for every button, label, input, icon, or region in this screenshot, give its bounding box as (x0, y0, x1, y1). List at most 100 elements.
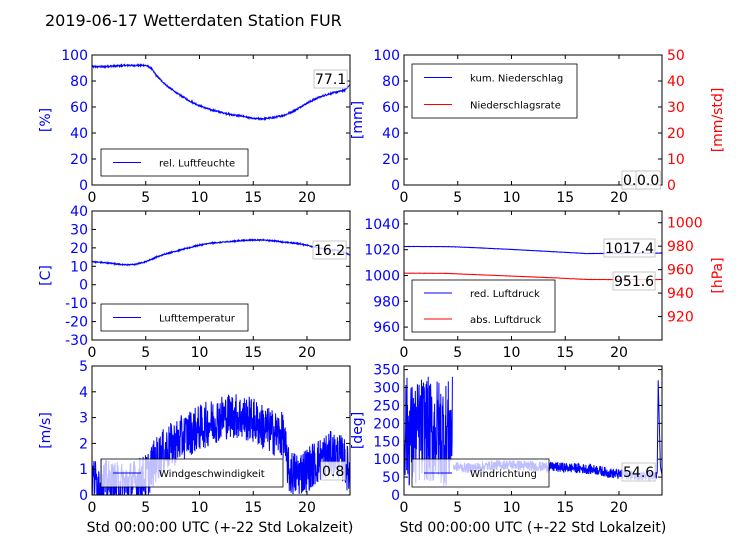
y-tick-label: 20 (70, 152, 88, 168)
x-tick-label: 15 (244, 500, 262, 516)
y-tick-label: 100 (373, 48, 400, 64)
precipitation-panel: 0 5 10 15 20 0 20 40 60 80 100 0 10 20 30 40 50 [mm] [mm/s… (350, 48, 726, 206)
y-tick-label: 200 (373, 416, 400, 432)
last-value-annotation-box (621, 462, 656, 482)
x-tick-label: 10 (503, 500, 521, 516)
y-tick-label: 150 (373, 434, 400, 450)
legend: Windgeschwindigkeit (100, 458, 284, 488)
y-tick-label: 80 (70, 74, 88, 90)
legend: kum. Niederschlag Niederschlagsrate (411, 63, 578, 119)
y2-tick-label: 960 (667, 263, 694, 279)
last-value-annotation: 77.1 (315, 72, 346, 88)
legend: rel. Luftfeuchte (100, 148, 249, 177)
x-axis-label-left: Std 00:00:00 UTC (+-22 Std Lokalzeit) (87, 520, 354, 536)
y2-tick-label: 10 (667, 152, 685, 168)
y-tick-label: 1000 (364, 269, 400, 285)
x-tick-label: 5 (141, 345, 150, 361)
last-value-annotation-box (603, 238, 656, 258)
y-tick-label: 40 (70, 126, 88, 142)
y-tick-label: 1040 (364, 217, 400, 233)
plot-frame (91, 54, 351, 186)
x-tick-label: 0 (88, 500, 97, 516)
legend-box (411, 279, 556, 333)
y-tick-label: 0 (79, 278, 88, 294)
x-tick-label: 20 (298, 500, 316, 516)
series-line-1 (92, 238, 350, 267)
y-axis-label: [mm] (350, 101, 366, 139)
x-tick-label: 5 (141, 190, 150, 206)
y-tick-label: 40 (70, 204, 88, 220)
y-tick-label: 0 (79, 488, 88, 504)
x-tick-label: 0 (400, 500, 409, 516)
x-tick-label: 0 (88, 190, 97, 206)
y2-axis-label: [hPa] (710, 257, 726, 293)
y-tick-label: 5 (79, 359, 88, 375)
y-tick-label: 0 (391, 178, 400, 194)
y-tick-label: 960 (373, 320, 400, 336)
y-tick-label: -20 (65, 315, 88, 331)
last-value-annotation-box (320, 461, 346, 481)
y-tick-label: 300 (373, 381, 400, 397)
last-value-annotation-2: 0.0 (637, 173, 659, 189)
y2-tick-label: 40 (667, 74, 685, 90)
y-tick-label: 0 (391, 488, 400, 504)
x-tick-label: 10 (503, 190, 521, 206)
y-tick-label: 60 (382, 100, 400, 116)
x-tick-label: 10 (503, 345, 521, 361)
x-tick-label: 5 (453, 190, 462, 206)
series-line-1 (92, 63, 350, 122)
y-tick-label: 4 (79, 385, 88, 401)
x-tick-label: 20 (610, 345, 628, 361)
plot-frame (91, 210, 351, 341)
legend-entry: red. Luftdruck (470, 289, 540, 300)
legend: Lufttemperatur (100, 303, 249, 332)
last-value-annotation: 0.8 (322, 464, 344, 480)
y-tick-label: 20 (382, 152, 400, 168)
y-tick-label: 80 (382, 74, 400, 90)
y-tick-label: 30 (70, 222, 88, 238)
x-tick-label: 15 (244, 345, 262, 361)
y-tick-label: 980 (373, 294, 400, 310)
y-tick-label: 50 (382, 470, 400, 486)
legend: red. Luftdruck abs. Luftdruck (411, 279, 556, 333)
y-tick-label: 40 (382, 126, 400, 142)
y-tick-label: -30 (65, 333, 88, 349)
x-tick-label: 0 (400, 345, 409, 361)
x-tick-label: 20 (610, 500, 628, 516)
y2-tick-label: 50 (667, 48, 685, 64)
y2-tick-label: 30 (667, 100, 685, 116)
y-tick-label: 100 (61, 48, 88, 64)
y-tick-label: 250 (373, 398, 400, 414)
x-tick-label: 0 (400, 190, 409, 206)
series-line-1 (404, 376, 453, 487)
x-tick-label: 10 (191, 190, 209, 206)
x-tick-label: 0 (88, 345, 97, 361)
last-value-annotation: 16.2 (314, 243, 345, 259)
y2-axis-label: [mm/std] (710, 88, 726, 153)
y-tick-label: 100 (373, 452, 400, 468)
legend-entry: Niederschlagsrate (470, 101, 561, 112)
last-value-annotation-box (312, 240, 347, 260)
y-axis-label: [C] (38, 265, 54, 286)
y-tick-label: 2 (79, 436, 88, 452)
legend-entry: Windgeschwindigkeit (159, 469, 265, 480)
last-value-annotation: 54.6 (623, 465, 654, 481)
pressure-panel: 0 5 10 15 20 960 980 1000 1020 1040 920 940 960 980 10… (364, 210, 726, 361)
y2-tick-label: 20 (667, 126, 685, 142)
x-tick-label: 10 (191, 500, 209, 516)
x-axis-label-right: Std 00:00:00 UTC (+-22 Std Lokalzeit) (400, 520, 667, 536)
y-tick-label: -10 (65, 296, 88, 312)
plot-frame (403, 54, 663, 186)
legend-entry: Windrichtung (470, 469, 537, 480)
legend-box (411, 63, 578, 119)
x-tick-label: 5 (453, 500, 462, 516)
y-tick-label: 20 (70, 241, 88, 257)
y-tick-label: 10 (70, 259, 88, 275)
series-group (92, 63, 350, 122)
x-tick-label: 15 (556, 190, 574, 206)
humidity-panel: 0 5 10 15 20 0 20 40 60 80 100 [%] rel. Luftfeuchte 7… (38, 48, 351, 206)
last-value-annotation-box (313, 69, 348, 89)
x-tick-label: 15 (244, 190, 262, 206)
y-tick-label: 1 (79, 462, 88, 478)
